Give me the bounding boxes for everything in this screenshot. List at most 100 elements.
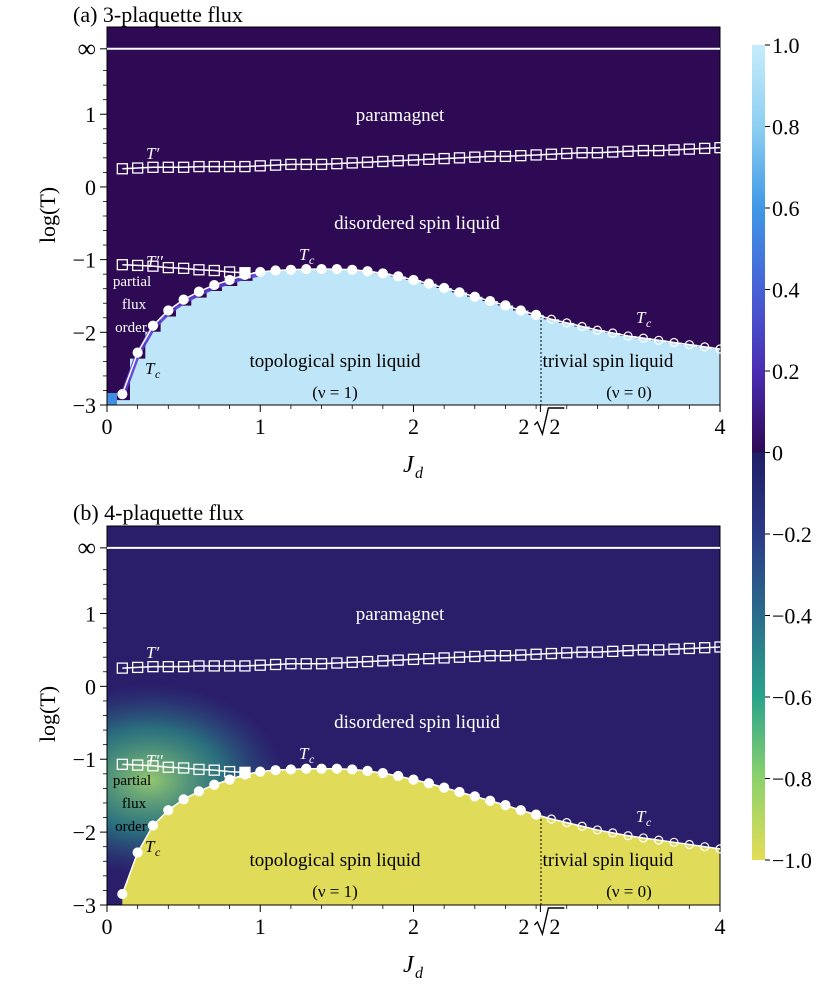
tprime-marker <box>331 657 343 669</box>
tprime-marker <box>377 655 389 667</box>
tc-marker <box>654 835 664 845</box>
tprime-marker <box>346 656 358 668</box>
tprime-marker <box>177 161 190 173</box>
tprime-marker <box>193 660 205 672</box>
tprime-marker <box>499 150 512 163</box>
tprime-marker <box>254 160 266 172</box>
tc-marker <box>515 305 526 316</box>
panel-a-ordered-region <box>107 269 720 405</box>
tc-marker <box>393 770 404 782</box>
tprime-marker <box>331 158 343 170</box>
tc-marker <box>423 778 434 789</box>
tc-marker <box>638 333 648 343</box>
tc-marker <box>684 340 694 350</box>
tprime-marker <box>208 160 220 173</box>
x-tick-label: 1 <box>255 414 266 439</box>
tc-marker <box>117 388 128 400</box>
tprime-marker <box>315 158 328 171</box>
tc-line <box>121 268 721 395</box>
tprime-marker <box>469 650 481 663</box>
tprime-marker <box>622 644 634 657</box>
tc-marker <box>439 782 450 793</box>
colorbar-tick-label: −0.6 <box>772 685 812 710</box>
tprime-marker <box>438 152 450 165</box>
y-tick-label: −1 <box>73 747 96 772</box>
tprime-marker <box>561 647 573 659</box>
tc-marker <box>377 767 388 779</box>
tprime-line <box>122 146 721 170</box>
tprime-marker <box>699 142 711 155</box>
x-special-tick-coef: 2 <box>518 414 529 439</box>
tdouble-marker <box>162 761 174 773</box>
tprime-marker <box>423 153 435 165</box>
panel-a-trivial-label: trivial spin liquid <box>543 351 674 372</box>
panel-a-xlabel: J d <box>403 452 424 482</box>
tprime-marker <box>392 155 404 167</box>
panel-a-title: (a) 3-plaquette flux <box>73 2 243 27</box>
tprime-marker <box>361 156 374 168</box>
tprime-marker <box>714 641 726 653</box>
panel-b-tc-left-sub: c <box>155 845 161 859</box>
tc-marker <box>500 300 511 311</box>
panel-a-region-edge <box>119 271 261 397</box>
panel-b-tc-top-sub: c <box>309 752 315 766</box>
tdouble-marker <box>193 763 205 776</box>
tprime-marker <box>239 160 251 173</box>
tc-marker <box>577 321 587 332</box>
tc-marker <box>163 805 174 816</box>
tdouble-marker <box>131 259 144 272</box>
x-special-tick-radical <box>533 407 565 437</box>
tprime-marker <box>193 160 205 173</box>
tc-marker <box>500 800 511 811</box>
tc-marker <box>408 274 419 286</box>
tc-marker <box>669 337 679 348</box>
tc-marker <box>209 279 220 291</box>
tc-marker <box>132 347 143 358</box>
tprime-marker <box>131 162 144 174</box>
tc-marker <box>715 344 725 354</box>
panel-a-tc-left-sub: c <box>155 367 161 381</box>
tc-marker <box>377 268 388 279</box>
tprime-marker <box>545 148 558 160</box>
x-tick-label: 0 <box>102 914 113 939</box>
tprime-line <box>122 646 721 669</box>
tprime-marker <box>683 642 695 655</box>
panel-b-tprime-label: T′ <box>146 643 159 662</box>
panel-a-tprime-label: T′ <box>146 144 159 163</box>
tprime-marker <box>530 149 542 161</box>
tc-marker <box>577 821 587 831</box>
colorbar-tick-label: 1.0 <box>772 33 800 58</box>
panel-b-tc-right-main: T <box>636 807 647 826</box>
tc-marker <box>347 264 358 275</box>
tprime-marker <box>653 644 665 656</box>
colorbar-tick-label: 0 <box>772 441 783 466</box>
y-tick-label: −2 <box>73 320 96 345</box>
tprime-marker <box>637 644 650 656</box>
y-tick-label: −3 <box>73 393 96 418</box>
panel-b: (b) 4-plaquette flux 0 1 2 42 2−3−2−101∞ par… <box>35 500 726 982</box>
panel-a-trivial-nu: (ν = 0) <box>606 383 652 402</box>
panel-b-tc-right-sub: c <box>646 815 652 829</box>
tc-marker <box>132 847 143 858</box>
tc-marker <box>362 765 373 776</box>
tc-marker <box>423 278 434 289</box>
tprime-marker <box>653 144 665 157</box>
tc-marker <box>270 265 281 276</box>
panel-a-heatmap <box>107 27 720 405</box>
tc-marker <box>224 774 235 785</box>
tprime-marker <box>361 655 374 668</box>
tdouble-marker <box>131 759 144 771</box>
panel-a-tdouble-label: T′′ <box>146 252 163 271</box>
panel-a-order-label: order <box>115 320 147 336</box>
tprime-marker <box>591 147 604 159</box>
tprime-marker <box>515 649 527 661</box>
tc-marker <box>331 763 342 774</box>
panel-a-tc-left-label: T c <box>145 359 161 381</box>
tc-marker <box>193 286 205 297</box>
tprime-marker <box>177 661 190 673</box>
tc-marker <box>469 791 480 802</box>
panel-a-xlabel-main: J <box>403 452 415 478</box>
tc-marker <box>285 264 296 275</box>
panel-a-tc-right-label: T c <box>636 308 652 330</box>
panel-b-disordered-label: disordered spin liquid <box>334 712 500 733</box>
